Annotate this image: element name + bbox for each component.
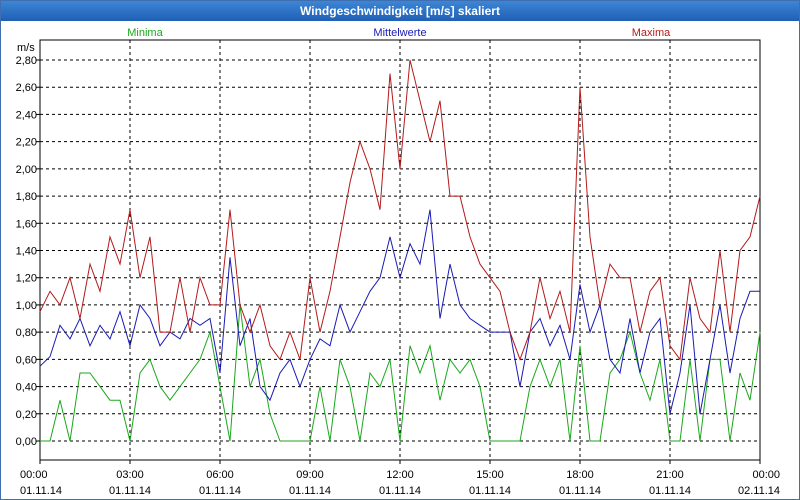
y-tick-label: 1,40 bbox=[16, 246, 37, 258]
y-axis-ticks: 0,00 0,20 0,40 0,60 0,80 1,00 1,20 1,40 1,60 1,80… bbox=[16, 55, 40, 448]
y-tick-label: 2,80 bbox=[16, 55, 37, 67]
series-line-maxima bbox=[39, 59, 761, 361]
y-tick-label: 2,20 bbox=[16, 137, 37, 149]
y-tick-label: 0,40 bbox=[16, 382, 37, 394]
y-tick-label: 1,00 bbox=[16, 300, 37, 312]
x-tick-date: 01.11.14 bbox=[469, 485, 511, 497]
x-axis-ticks: 00:00 01.11.14 03:00 01.11.14 06:00 01.11.14 0… bbox=[20, 460, 780, 497]
x-tick-date: 01.11.14 bbox=[379, 485, 421, 497]
x-tick-time: 03:00 bbox=[116, 469, 144, 481]
y-tick-label: 1,20 bbox=[16, 273, 37, 285]
y-axis-label: m/s bbox=[17, 42, 35, 54]
x-tick-date: 01.11.14 bbox=[289, 485, 331, 497]
x-tick-date: 02.11.14 bbox=[738, 485, 780, 497]
y-tick-label: 0,00 bbox=[16, 436, 37, 448]
y-tick-label: 2,60 bbox=[16, 82, 37, 94]
x-tick-time: 21:00 bbox=[656, 469, 684, 481]
x-tick-time: 06:00 bbox=[206, 469, 234, 481]
series-lines bbox=[39, 59, 761, 442]
x-tick-date: 01.11.14 bbox=[199, 485, 241, 497]
y-tick-label: 2,40 bbox=[16, 109, 37, 121]
window-title: Windgeschwindigkeit [m/s] skaliert bbox=[1, 1, 799, 21]
x-tick-time: 12:00 bbox=[386, 469, 414, 481]
y-tick-label: 0,20 bbox=[16, 409, 37, 421]
y-tick-label: 0,60 bbox=[16, 354, 37, 366]
x-tick-time: 00:00 bbox=[752, 469, 780, 481]
y-tick-label: 0,80 bbox=[16, 327, 37, 339]
x-tick-time: 09:00 bbox=[296, 469, 324, 481]
legend-maxima: Maxima bbox=[632, 27, 671, 39]
legend-mittelwerte: Mittelwerte bbox=[373, 27, 426, 39]
x-tick-date: 01.11.14 bbox=[649, 485, 691, 497]
y-tick-label: 1,60 bbox=[16, 218, 37, 230]
legend-minima: Minima bbox=[127, 27, 163, 39]
x-tick-date: 01.11.14 bbox=[20, 485, 62, 497]
x-tick-time: 15:00 bbox=[476, 469, 504, 481]
y-tick-label: 1,80 bbox=[16, 191, 37, 203]
x-tick-date: 01.11.14 bbox=[109, 485, 151, 497]
x-tick-date: 01.11.14 bbox=[559, 485, 601, 497]
x-tick-time: 18:00 bbox=[566, 469, 594, 481]
y-tick-label: 2,00 bbox=[16, 164, 37, 176]
x-tick-time: 00:00 bbox=[20, 469, 48, 481]
series-line-mittelwerte bbox=[39, 209, 760, 414]
